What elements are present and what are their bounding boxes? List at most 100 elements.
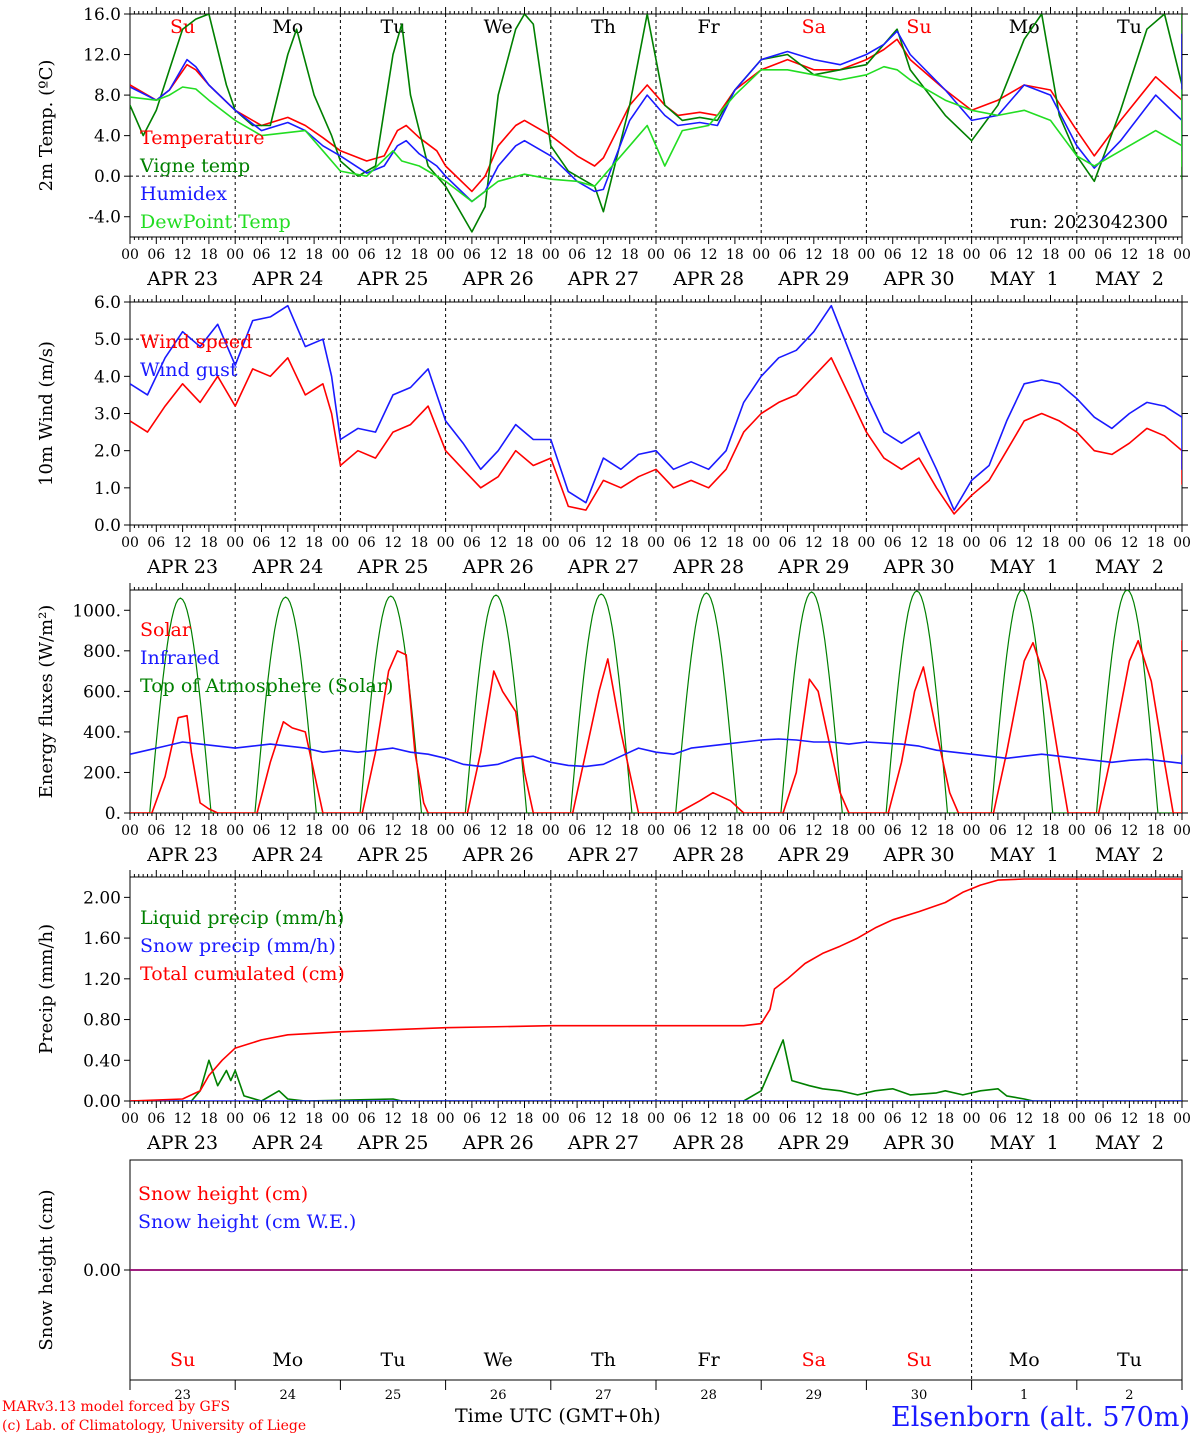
hour-label: 06 — [147, 247, 165, 263]
date-label: MAY 1 — [990, 268, 1059, 290]
weekday-label: Su — [170, 1349, 195, 1371]
hour-label: 12 — [700, 247, 718, 263]
weekday-label: Th — [591, 16, 616, 38]
hour-label: 12 — [910, 823, 928, 839]
hour-label: 06 — [358, 1111, 376, 1127]
hour-label: 00 — [331, 247, 349, 263]
hour-label: 18 — [1147, 1111, 1165, 1127]
hour-label: 12 — [489, 1111, 507, 1127]
hour-label: 00 — [331, 535, 349, 551]
hour-label: 00 — [1068, 823, 1086, 839]
series-wind-gust — [130, 304, 1182, 511]
date-label: MAY 2 — [1095, 1132, 1164, 1154]
y-tick-label: 0.0 — [94, 516, 121, 536]
series-total-cumulated-cm — [130, 878, 1182, 1101]
date-label: APR 30 — [882, 844, 954, 866]
hour-label: 12 — [489, 823, 507, 839]
y-tick-label: 0.40 — [83, 1051, 121, 1071]
date-label: APR 26 — [462, 1132, 534, 1154]
weekday-label: Sa — [802, 1349, 826, 1371]
hour-label: 06 — [463, 535, 481, 551]
hour-label: 12 — [1120, 1111, 1138, 1127]
hour-label: 18 — [1147, 535, 1165, 551]
footer-credits: MARv3.13 model forced by GFS (c) Lab. of… — [2, 1398, 306, 1436]
hour-label: 00 — [542, 823, 560, 839]
series-group — [130, 590, 1182, 813]
hour-label: 06 — [147, 823, 165, 839]
weekday-label: Tu — [381, 1349, 406, 1371]
date-label: APR 28 — [672, 556, 744, 578]
date-label: APR 29 — [777, 268, 849, 290]
legend-entry: Liquid precip (mm/h) — [140, 907, 344, 929]
y-tick-label: 16.0 — [83, 5, 121, 25]
hour-label: 18 — [936, 1111, 954, 1127]
footer-model-line: MARv3.13 model forced by GFS — [2, 1399, 231, 1415]
hour-label: 06 — [568, 247, 586, 263]
y-tick-label: 4.0 — [94, 127, 121, 147]
hour-label: 18 — [726, 247, 744, 263]
date-label: APR 28 — [672, 268, 744, 290]
day-number-label: 2 — [1125, 1388, 1133, 1403]
hour-label: 12 — [1120, 823, 1138, 839]
hour-label: 00 — [226, 247, 244, 263]
y-tick-label: 800. — [83, 642, 121, 662]
weekday-label: Tu — [1117, 16, 1142, 38]
hour-label: 18 — [516, 1111, 534, 1127]
hour-label: 12 — [1120, 535, 1138, 551]
y-tick-label: -4.0 — [88, 208, 121, 228]
hour-label: 00 — [226, 1111, 244, 1127]
y-axis-label: Energy fluxes (W/m²) — [36, 605, 57, 799]
hour-label: 00 — [331, 1111, 349, 1127]
day-number-label: 24 — [280, 1388, 297, 1403]
series-group — [130, 878, 1182, 1101]
hour-label: 18 — [621, 535, 639, 551]
hour-label: 06 — [147, 535, 165, 551]
panel-5: 0.00 Snow height (cm) 23 24 25 26 27 28 29 30 1 2 Su… — [36, 1159, 1188, 1403]
date-label: MAY 1 — [990, 844, 1059, 866]
hour-label: 12 — [384, 247, 402, 263]
hour-label: 00 — [437, 1111, 455, 1127]
hour-label: 00 — [1068, 247, 1086, 263]
hour-label: 00 — [647, 1111, 665, 1127]
hour-label: 12 — [174, 823, 192, 839]
hour-label: 06 — [884, 823, 902, 839]
hour-label: 00 — [542, 247, 560, 263]
legend-entry: Snow precip (mm/h) — [140, 935, 336, 957]
weekday-label: We — [484, 16, 513, 38]
date-label: APR 28 — [672, 1132, 744, 1154]
hour-label: 00 — [963, 247, 981, 263]
hour-label: 12 — [700, 535, 718, 551]
day-number-label: 25 — [385, 1388, 402, 1403]
hour-label: 06 — [673, 1111, 691, 1127]
legend-entry: Infrared — [140, 647, 220, 669]
hour-label: 06 — [779, 823, 797, 839]
run-label: run: 2023042300 — [1010, 212, 1168, 233]
weekday-label: Su — [170, 16, 195, 38]
hour-label: 18 — [410, 823, 428, 839]
panel-4: 0.00 0.40 0.80 1.20 1.60 2.00 Precip (mm/h) 00 0… — [36, 870, 1191, 1154]
legend-entry: Top of Atmosphere (Solar) — [140, 675, 393, 697]
date-label: MAY 2 — [1095, 556, 1164, 578]
legend-entry: Wind speed — [140, 331, 252, 353]
hour-label: 18 — [831, 247, 849, 263]
weekday-label: Su — [906, 1349, 931, 1371]
y-tick-label: 400. — [83, 723, 121, 743]
hour-label: 06 — [253, 823, 271, 839]
series-infrared — [130, 738, 1182, 768]
series-solar — [130, 639, 1182, 813]
date-label: APR 23 — [146, 1132, 218, 1154]
y-tick-label: 4.0 — [94, 367, 121, 387]
plot-frame — [129, 13, 1183, 238]
y-tick-label: 0.80 — [83, 1011, 121, 1031]
hour-label: 06 — [463, 247, 481, 263]
date-label: APR 26 — [462, 268, 534, 290]
hour-label: 12 — [279, 1111, 297, 1127]
hour-label: 12 — [279, 535, 297, 551]
hour-label: 18 — [516, 535, 534, 551]
hour-label: 12 — [594, 247, 612, 263]
weekday-label: Tu — [1117, 1349, 1142, 1371]
hour-label: 00 — [857, 535, 875, 551]
series-dewpoint-temp — [130, 65, 1182, 203]
hour-label: 00 — [121, 535, 139, 551]
